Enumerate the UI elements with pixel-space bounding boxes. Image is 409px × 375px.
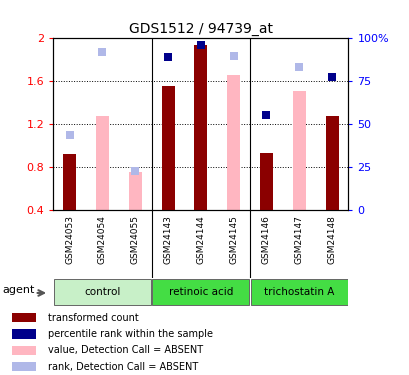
- Bar: [12, 329, 36, 339]
- Title: GDS1512 / 94739_at: GDS1512 / 94739_at: [128, 22, 272, 36]
- Bar: [292, 92, 305, 210]
- Text: GSM24053: GSM24053: [65, 215, 74, 264]
- Bar: [12, 346, 36, 355]
- FancyBboxPatch shape: [152, 279, 249, 304]
- Text: GSM24054: GSM24054: [98, 215, 107, 264]
- Text: retinoic acid: retinoic acid: [168, 286, 233, 297]
- Text: GSM24147: GSM24147: [294, 215, 303, 264]
- Bar: [259, 153, 272, 210]
- Text: percentile rank within the sample: percentile rank within the sample: [48, 329, 213, 339]
- Text: GSM24144: GSM24144: [196, 215, 205, 264]
- Bar: [161, 86, 174, 210]
- Text: GSM24148: GSM24148: [327, 215, 336, 264]
- Text: agent: agent: [3, 285, 35, 295]
- Text: GSM24145: GSM24145: [229, 215, 238, 264]
- Bar: [128, 172, 142, 210]
- Bar: [227, 75, 240, 210]
- Text: control: control: [84, 286, 120, 297]
- Bar: [12, 362, 36, 371]
- Text: GSM24146: GSM24146: [261, 215, 270, 264]
- Bar: [96, 116, 109, 210]
- Text: GSM24143: GSM24143: [163, 215, 172, 264]
- Text: transformed count: transformed count: [48, 313, 139, 322]
- Bar: [325, 116, 338, 210]
- FancyBboxPatch shape: [250, 279, 347, 304]
- Bar: [12, 313, 36, 322]
- Text: rank, Detection Call = ABSENT: rank, Detection Call = ABSENT: [48, 362, 198, 372]
- Bar: [194, 45, 207, 210]
- Text: GSM24055: GSM24055: [130, 215, 139, 264]
- FancyBboxPatch shape: [54, 279, 151, 304]
- Bar: [63, 154, 76, 210]
- Text: value, Detection Call = ABSENT: value, Detection Call = ABSENT: [48, 345, 203, 355]
- Text: trichostatin A: trichostatin A: [263, 286, 334, 297]
